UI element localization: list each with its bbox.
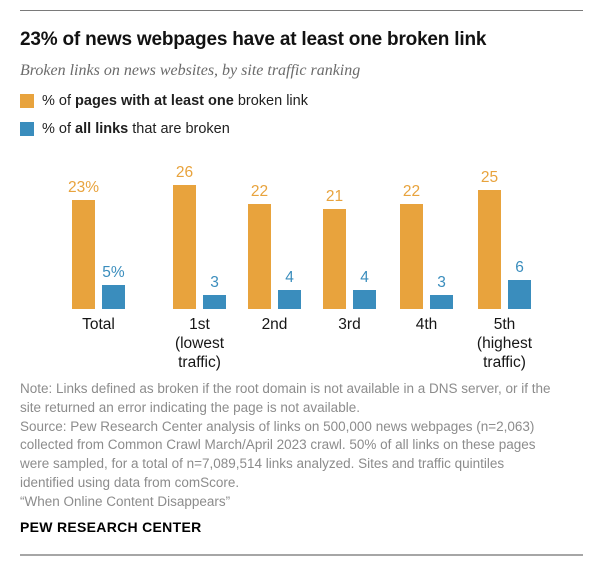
links-broken-bar [278,290,301,309]
value-label: 4 [285,269,294,286]
category-label: 4th [415,316,438,333]
pages-broken-bar [323,209,346,309]
value-label: 23% [67,179,100,196]
report-title-line: “When Online Content Disappears” [20,493,231,509]
legend-item-pages: % of pages with at least one broken link [20,93,308,109]
pages-broken-bar [400,204,423,309]
source-line: Source: Pew Research Center analysis of … [20,418,535,434]
value-label: 3 [210,274,219,291]
chart-area: 23% 26 22 21 22 25 5% 3 4 4 3 6 Total 1st (lowest traff… [20,160,583,372]
category-label: 2nd [261,316,288,333]
value-label: 4 [360,269,369,286]
source-line: identified using data from comScore. [20,474,240,490]
value-label: 6 [515,259,524,276]
blue-swatch-icon [20,122,34,136]
pages-broken-bar [173,185,196,309]
category-label: 3rd [338,316,361,333]
source-line: were sampled, for a total of n=7,089,514… [20,456,505,472]
pages-broken-bar [72,200,95,309]
value-label: 3 [437,274,446,291]
legend-item-links: % of all links that are broken [20,121,230,137]
value-label: 26 [175,164,194,181]
category-label: 1st (lowest traffic) [174,316,225,371]
top-divider [20,10,583,11]
links-broken-bar [508,280,531,309]
links-broken-bar [203,295,226,309]
links-broken-bar [102,285,125,309]
note-line: site returned an error indicating the pa… [20,399,360,415]
source-line: collected from Common Crawl March/April … [20,437,536,453]
orange-swatch-icon [20,94,34,108]
links-broken-bar [353,290,376,309]
category-label: 5th (highest traffic) [476,316,533,371]
pew-research-center-wordmark: PEW RESEARCH CENTER [20,519,202,535]
legend-label: % of pages with at least one broken link [42,93,308,109]
links-broken-bar [430,295,453,309]
value-label: 22 [402,183,421,200]
page-subtitle: Broken links on news websites, by site t… [20,62,361,79]
bottom-divider [20,554,583,556]
page-title: 23% of news webpages have at least one b… [20,29,487,50]
note-text: Note: Links defined as broken if the roo… [20,380,588,512]
value-label: 21 [325,188,344,205]
category-label: Total [82,316,115,333]
pages-broken-bar [248,204,271,309]
legend-label: % of all links that are broken [42,121,230,137]
value-label: 25 [480,169,499,186]
value-label: 22 [250,183,269,200]
value-label: 5% [102,264,125,281]
note-line: Note: Links defined as broken if the roo… [20,381,551,396]
pages-broken-bar [478,190,501,309]
